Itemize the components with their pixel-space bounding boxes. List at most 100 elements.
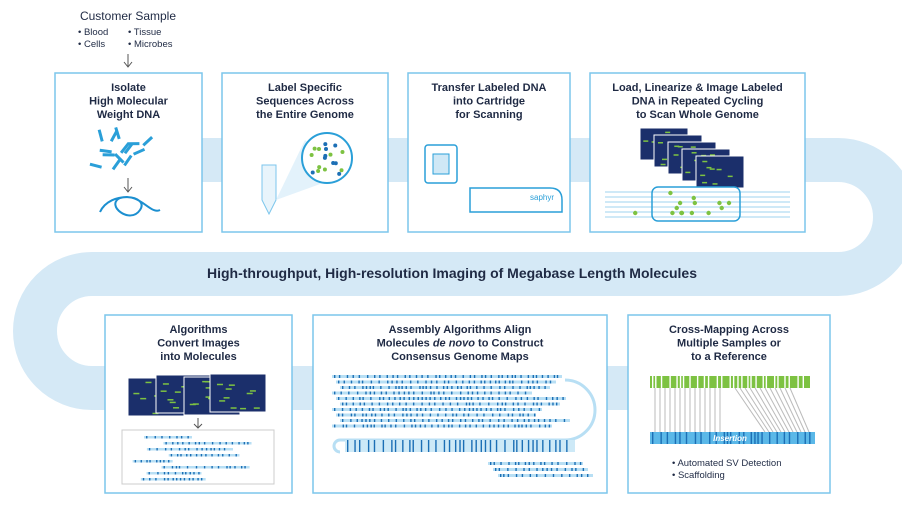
label-mark xyxy=(497,424,500,428)
label-mark xyxy=(163,472,166,475)
label-mark xyxy=(430,408,432,411)
label-mark xyxy=(373,440,376,452)
label-mark xyxy=(483,386,485,389)
dna-fragment xyxy=(123,154,133,167)
label-mark xyxy=(421,413,424,417)
step-title: into Molecules xyxy=(160,351,236,363)
label-mark xyxy=(524,402,526,406)
label-mark xyxy=(370,380,373,384)
label-mark xyxy=(530,408,532,411)
label-mark xyxy=(440,397,442,400)
label-mark xyxy=(514,424,516,428)
label-mark xyxy=(524,462,527,465)
label-mark xyxy=(205,448,208,451)
label-mark xyxy=(398,402,401,406)
label-mark xyxy=(393,391,395,395)
label-mark xyxy=(338,397,340,400)
label-mark xyxy=(547,375,549,378)
signal xyxy=(249,390,256,392)
label-dot xyxy=(323,142,328,147)
label-mark xyxy=(411,424,413,428)
label-mark xyxy=(563,419,566,422)
label-mark xyxy=(159,460,162,463)
label-mark xyxy=(345,402,348,406)
label-mark xyxy=(379,397,381,400)
label-dot xyxy=(719,205,724,211)
label-mark xyxy=(345,424,348,428)
label-dot xyxy=(312,146,317,151)
customer-sample-title: Customer Sample xyxy=(80,9,176,23)
label-mark xyxy=(451,386,453,389)
label-mark xyxy=(540,402,543,406)
label-mark xyxy=(437,413,439,417)
label-mark xyxy=(464,408,466,411)
label-dot xyxy=(706,210,711,216)
label-mark xyxy=(465,402,468,406)
label-mark xyxy=(338,380,340,384)
label-mark xyxy=(383,408,386,411)
label-mark xyxy=(201,448,203,451)
label-mark xyxy=(804,432,806,444)
label-mark xyxy=(522,413,524,417)
label-mark xyxy=(536,474,538,477)
step-title: the Entire Genome xyxy=(256,109,354,121)
label-mark xyxy=(388,397,391,400)
molecule xyxy=(146,472,202,475)
label-mark xyxy=(519,413,521,417)
molecule xyxy=(336,397,566,400)
label-mark xyxy=(518,408,520,411)
label-mark xyxy=(520,380,523,384)
label-mark xyxy=(480,440,483,452)
label-mark xyxy=(429,413,432,417)
label-mark xyxy=(533,413,536,417)
label-mark xyxy=(436,386,438,389)
label-mark xyxy=(660,432,662,444)
label-mark xyxy=(501,402,503,406)
label-mark xyxy=(185,472,187,475)
label-mark xyxy=(371,413,373,417)
label-mark xyxy=(504,408,506,411)
signal xyxy=(685,171,691,174)
signal xyxy=(691,152,697,154)
label-mark xyxy=(408,391,410,395)
label-mark xyxy=(425,397,427,400)
label-mark xyxy=(194,442,197,445)
step-title: to Scan Whole Genome xyxy=(636,109,759,121)
label-mark xyxy=(358,375,361,378)
label-mark xyxy=(504,402,507,406)
signal xyxy=(162,383,169,385)
label-mark xyxy=(442,386,445,389)
label-mark xyxy=(403,419,405,422)
label-mark xyxy=(685,432,688,444)
label-mark xyxy=(444,375,447,378)
label-mark xyxy=(484,380,486,384)
label-mark xyxy=(523,468,525,471)
label-mark xyxy=(457,386,459,389)
molecule xyxy=(144,436,193,439)
label-mark xyxy=(361,419,363,422)
molecule-panel xyxy=(121,429,275,485)
label-mark xyxy=(403,424,406,428)
label-mark xyxy=(503,419,505,422)
label-mark xyxy=(477,397,479,400)
label-mark xyxy=(508,462,510,465)
label-mark xyxy=(414,419,416,422)
label-mark xyxy=(428,419,430,422)
arrow xyxy=(123,178,133,193)
label-mark xyxy=(788,376,790,388)
label-mark xyxy=(198,472,200,475)
label-mark xyxy=(401,380,403,384)
label-mark xyxy=(750,432,753,444)
label-mark xyxy=(361,380,364,384)
label-mark xyxy=(715,432,717,444)
label-mark xyxy=(409,375,411,378)
signal xyxy=(167,399,174,401)
label-mark xyxy=(509,380,511,384)
label-dot xyxy=(316,147,321,152)
label-mark xyxy=(549,440,551,452)
label-mark xyxy=(495,440,498,452)
label-mark xyxy=(378,402,381,406)
label-mark xyxy=(390,424,392,428)
label-mark xyxy=(352,375,354,378)
